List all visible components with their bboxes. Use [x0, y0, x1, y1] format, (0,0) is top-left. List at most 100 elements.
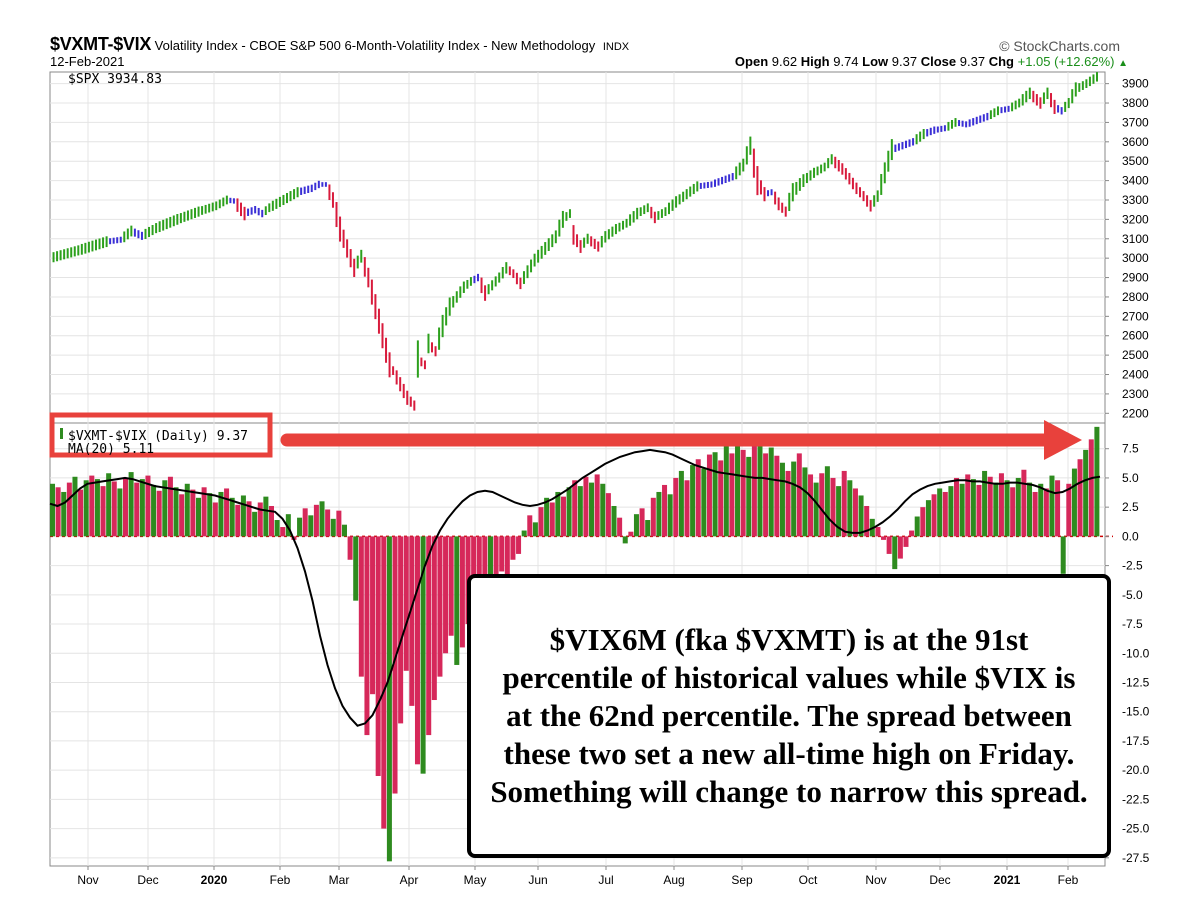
- spread-bar: [830, 477, 836, 537]
- date-axis: Nov Dec 2020 Feb Mar Apr May Jun Jul Aug Sep Oct Nov…: [77, 866, 1079, 887]
- up-arrow-icon: ▲: [1118, 58, 1128, 69]
- spread-bar: [459, 536, 465, 648]
- spread-bar: [487, 536, 493, 589]
- spread-bar: [83, 480, 89, 537]
- spread-bar: [1077, 459, 1083, 537]
- spx-y-tick-label: 3700: [1122, 115, 1149, 129]
- spx-y-tick-label: 3800: [1122, 96, 1149, 110]
- spread-legend-label: $VXMT-$VIX (Daily) 9.37: [68, 429, 248, 444]
- spread-y-tick-label: -10.0: [1122, 646, 1150, 660]
- spread-bar: [302, 508, 308, 537]
- spread-bar: [1038, 483, 1044, 537]
- spread-bar: [325, 509, 331, 537]
- spread-bar: [881, 536, 887, 540]
- spread-y-tick-label: -22.5: [1122, 792, 1150, 806]
- spx-y-tick-label: 2500: [1122, 348, 1149, 362]
- spx-gridlines: [50, 72, 1105, 866]
- spx-y-tick-label: 3000: [1122, 251, 1149, 265]
- spread-bar: [358, 536, 364, 677]
- spread-bar: [611, 505, 617, 537]
- spread-bar: [695, 459, 701, 537]
- spread-bar: [1083, 449, 1089, 537]
- spread-bar: [218, 491, 224, 537]
- spread-bar: [280, 527, 286, 537]
- spread-bar: [122, 477, 129, 537]
- spread-bar: [791, 461, 797, 537]
- spread-bar: [229, 497, 235, 537]
- spread-y-tick-label: -5.0: [1122, 588, 1143, 602]
- spread-bar: [779, 462, 785, 537]
- close-label: Close: [920, 54, 957, 69]
- spread-bar: [1060, 536, 1066, 574]
- spread-legend: $VXMT-$VIX (Daily) 9.37 MA(20) 5.11: [49, 412, 273, 458]
- spread-bar: [645, 520, 651, 537]
- x-tick-label: 2021: [994, 873, 1021, 887]
- spread-bar: [555, 491, 561, 537]
- spread-bar: [240, 495, 246, 537]
- spread-bar: [128, 472, 134, 537]
- spread-bar: [100, 486, 106, 537]
- spread-bar: [201, 487, 207, 537]
- x-tick-label: Sep: [731, 873, 753, 887]
- spread-bar: [257, 502, 263, 537]
- spread-bar: [998, 473, 1004, 537]
- x-tick-label: Nov: [77, 873, 98, 887]
- spx-y-tick-label: 2600: [1122, 329, 1149, 343]
- x-tick-label: Dec: [929, 873, 950, 887]
- open-value: 9.62: [771, 54, 798, 69]
- spread-y-tick-label: -27.5: [1122, 851, 1150, 865]
- spread-bar: [763, 453, 769, 537]
- spread-bar: [420, 536, 426, 774]
- spread-bar: [156, 490, 162, 537]
- spread-y-tick-label: -7.5: [1122, 617, 1143, 631]
- spread-bar: [499, 536, 505, 572]
- spx-y-tick-label: 3200: [1122, 212, 1149, 226]
- spread-bar: [662, 484, 668, 537]
- spx-y-tick-label: 2800: [1122, 290, 1149, 304]
- spread-bar: [308, 515, 314, 537]
- spread-bar: [886, 536, 892, 554]
- low-label: Low: [862, 54, 889, 69]
- spread-bar: [836, 486, 842, 537]
- right-arrow-icon: [280, 420, 1082, 460]
- spread-bar: [72, 476, 78, 537]
- legend-highlight-box: [49, 412, 273, 458]
- spread-bar: [173, 487, 179, 537]
- spx-price-series[interactable]: [52, 72, 1098, 411]
- spread-bar: [706, 454, 712, 537]
- spread-bar: [454, 536, 460, 665]
- x-tick-label: Jun: [528, 873, 547, 887]
- spread-bar: [785, 470, 791, 537]
- spread-bar: [1055, 480, 1061, 537]
- spread-histogram[interactable]: [50, 426, 1100, 862]
- spread-bar: [970, 479, 976, 537]
- spread-bar: [577, 486, 583, 537]
- histogram-swatch-icon: [60, 428, 63, 439]
- spread-bar: [313, 504, 319, 537]
- spread-bar: [443, 536, 449, 654]
- x-tick-label: Jul: [598, 873, 613, 887]
- spread-y-tick-label: 0.0: [1122, 529, 1139, 543]
- annotation-box: $VIX6M (fka $VXMT) is at the 91st percen…: [467, 574, 1111, 858]
- spread-bar: [151, 484, 157, 537]
- spread-bar: [235, 504, 241, 537]
- spread-bar: [370, 536, 376, 695]
- spread-bar: [403, 536, 409, 671]
- spx-y-tick-label: 3400: [1122, 174, 1149, 188]
- spread-bar: [50, 483, 56, 537]
- spread-bar: [897, 536, 903, 559]
- brand-logo[interactable]: © StockCharts.com: [999, 38, 1120, 54]
- chg-value: +1.05 (+12.62%): [1017, 54, 1115, 69]
- spread-bar: [94, 479, 100, 537]
- spread-bar: [802, 467, 808, 537]
- spread-bar: [224, 488, 230, 537]
- spread-bar: [409, 536, 415, 706]
- spread-bar: [1027, 482, 1033, 537]
- chart-title: $VXMT-$VIX Volatility Index - CBOE S&P 5…: [50, 34, 629, 55]
- spx-y-tick-label: 2900: [1122, 271, 1149, 285]
- open-label: Open: [734, 54, 769, 69]
- spread-bar: [330, 518, 336, 537]
- spread-y-tick-label: 2.5: [1122, 500, 1139, 514]
- spread-bar: [920, 507, 926, 537]
- spread-bar: [796, 453, 802, 537]
